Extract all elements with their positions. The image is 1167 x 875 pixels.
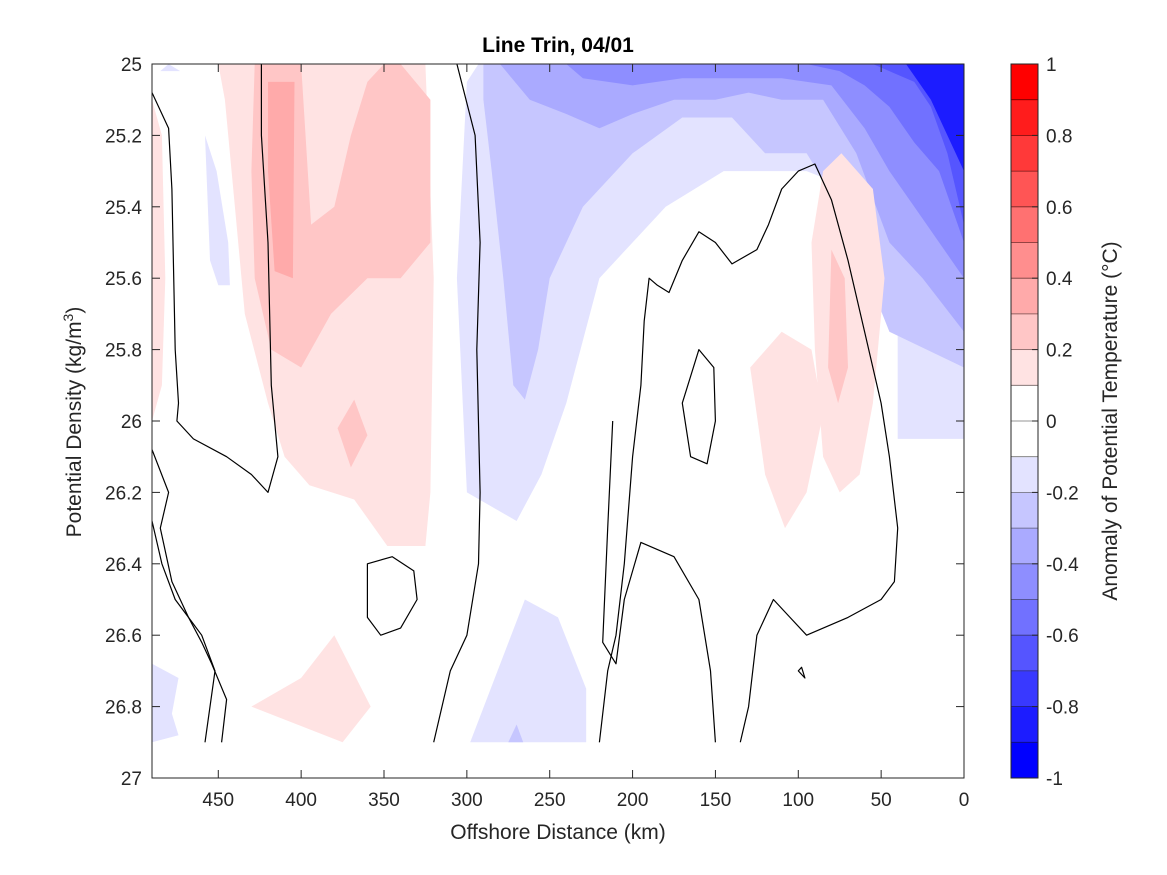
anomaly-region-15: [337, 399, 368, 468]
anomaly-region-21: [251, 635, 371, 743]
chart-title: Line Trin, 04/01: [482, 34, 634, 57]
y-axis-label-end: ): [63, 307, 86, 314]
x-tick-label: 450: [202, 790, 234, 811]
colorbar-band: [1011, 171, 1038, 208]
zero-contour-0: [152, 64, 279, 493]
filled-contour-regions: [152, 64, 964, 743]
x-tick-label: 400: [285, 790, 317, 811]
y-axis-label-main: Potential Density (kg/m: [63, 321, 86, 537]
zero-contour-4: [366, 556, 418, 636]
colorbar-band: [1011, 492, 1038, 529]
colorbar-tick-label: 0.4: [1046, 269, 1073, 290]
y-tick-label: 26.4: [105, 555, 142, 576]
y-axis-label: Potential Density (kg/m3): [60, 307, 86, 538]
x-tick-label: 250: [534, 790, 566, 811]
x-tick-label: 350: [368, 790, 400, 811]
colorbar-band: [1011, 563, 1038, 600]
y-tick-label: 25: [121, 55, 142, 76]
colorbar-band: [1011, 599, 1038, 636]
colorbar-band: [1011, 99, 1038, 136]
y-tick-label: 26.2: [105, 483, 142, 504]
colorbar-tick-label: -0.8: [1046, 698, 1079, 719]
x-axis-label: Offshore Distance (km): [450, 821, 666, 844]
zero-contour-6: [598, 163, 899, 743]
anomaly-region-6: [906, 64, 964, 172]
colorbar-tick-label: 0: [1046, 412, 1057, 433]
zero-contour-3: [152, 520, 228, 743]
y-tick-label: 25.8: [105, 341, 142, 362]
x-axis-ticks: 450 400 350 300 250 200 150 100 50 0: [202, 64, 969, 811]
y-tick-label: 26: [121, 412, 142, 433]
colorbar-band: [1011, 278, 1038, 315]
colorbar-band: [1011, 528, 1038, 565]
y-tick-label: 26.6: [105, 626, 142, 647]
y-axis-ticks: 25 25.2 25.4 25.6 25.8 26 26.2 26.4 26.6 26.8 27: [105, 55, 964, 790]
colorbar-band: [1011, 242, 1038, 279]
zero-contour-1: [433, 64, 481, 743]
colorbar-band: [1011, 313, 1038, 351]
colorbar-band: [1011, 349, 1038, 386]
colorbar-band: [1011, 421, 1038, 458]
zero-contour-8: [797, 666, 806, 679]
anomaly-region-18: [750, 331, 824, 529]
anomaly-region-3: [566, 64, 964, 279]
y-tick-label: 25.2: [105, 126, 142, 147]
colorbar-band: [1011, 670, 1038, 708]
anomaly-region-10: [160, 64, 181, 72]
x-tick-label: 150: [700, 790, 732, 811]
anomaly-region-17: [337, 313, 351, 357]
colorbar-band: [1011, 64, 1038, 101]
anomaly-region-16: [152, 99, 166, 421]
zero-contour-7: [602, 420, 716, 743]
x-tick-label: 300: [451, 790, 483, 811]
x-tick-label: 0: [959, 790, 970, 811]
colorbar-label: Anomaly of Potential Temperature (°C): [1099, 241, 1122, 600]
anomaly-region-13: [251, 64, 431, 368]
anomaly-region-8: [508, 724, 524, 743]
x-tick-label: 200: [617, 790, 649, 811]
y-tick-label: 26.8: [105, 698, 142, 719]
anomaly-region-20: [828, 249, 848, 404]
y-axis-label-superscript: 3: [60, 313, 76, 321]
anomaly-region-14: [268, 81, 295, 279]
colorbar-tick-label: 0.6: [1046, 198, 1072, 219]
colorbar-band: [1011, 456, 1038, 493]
colorbar-tick-label: 0.8: [1046, 126, 1072, 147]
y-tick-label: 25.6: [105, 269, 142, 290]
colorbar-tick-label: -1: [1046, 769, 1063, 790]
x-tick-label: 100: [782, 790, 814, 811]
colorbar-tick-label: -0.4: [1046, 555, 1079, 576]
colorbar-band: [1011, 706, 1038, 743]
anomaly-region-19: [811, 153, 885, 493]
y-tick-label: 27: [121, 769, 142, 790]
x-tick-label: 50: [871, 790, 892, 811]
colorbar-tick-label: -0.6: [1046, 626, 1079, 647]
colorbar-band: [1011, 385, 1038, 422]
anomaly-region-7: [470, 599, 587, 743]
colorbar: [1011, 64, 1038, 779]
anomaly-region-1: [483, 64, 964, 400]
colorbar-band: [1011, 635, 1038, 672]
colorbar-band: [1011, 742, 1038, 779]
anomaly-region-11: [205, 135, 230, 286]
colorbar-tick-label: 1: [1046, 55, 1057, 76]
contour-lines: [152, 64, 899, 743]
colorbar-band: [1011, 206, 1038, 243]
colorbar-band: [1011, 135, 1038, 172]
colorbar-tick-label: -0.2: [1046, 483, 1079, 504]
anomaly-region-2: [500, 64, 964, 332]
colorbar-ticks: 1 0.8 0.6 0.4 0.2 0 -0.2 -0.4 -0.6 -0.8 -1: [1032, 55, 1079, 790]
anomaly-region-9: [152, 663, 179, 743]
zero-contour-5: [681, 349, 716, 465]
colorbar-tick-label: 0.2: [1046, 341, 1072, 362]
anomaly-region-4: [806, 64, 964, 243]
y-tick-label: 25.4: [105, 198, 142, 219]
